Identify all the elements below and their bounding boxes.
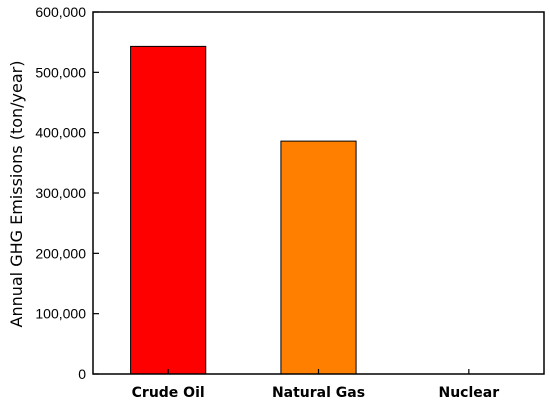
y-tick-label: 300,000 [35,185,86,201]
x-tick-label: Nuclear [439,385,500,401]
y-axis-label: Annual GHG Emissions (ton/year) [7,61,26,328]
bar-natural-gas [280,140,357,375]
x-tick-label: Crude Oil [132,385,205,401]
y-tick-label: 400,000 [35,125,86,141]
bars [130,45,357,375]
x-tick-labels: Crude Oil Natural Gas Nuclear [132,369,500,401]
plot-frame [92,11,545,375]
y-tick-label: 200,000 [35,245,86,261]
y-tick-label: 500,000 [35,64,86,80]
y-tick-label: 100,000 [35,306,86,322]
y-axis-title: Annual GHG Emissions (ton/year) [7,61,26,328]
y-ticks: 0 100,000 200,000 300,000 400,000 500,000 600,… [35,4,99,382]
y-tick-label: 0 [78,366,86,382]
bar-crude-oil [130,45,207,375]
y-tick-label: 600,000 [35,4,86,20]
x-tick-label: Natural Gas [272,385,365,401]
